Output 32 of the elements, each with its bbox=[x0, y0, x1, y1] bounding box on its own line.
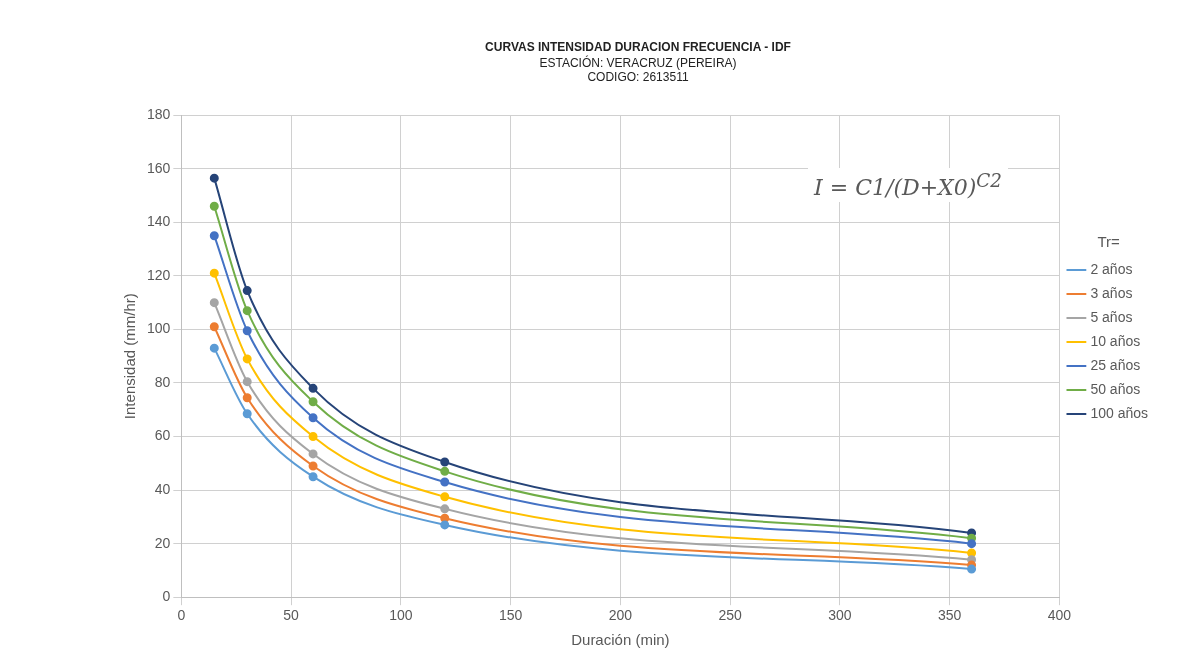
x-tick-label: 200 bbox=[608, 607, 633, 624]
x-tick-label: 250 bbox=[718, 607, 743, 624]
legend-label: 100 años bbox=[1090, 404, 1148, 421]
annotation: I = C1/(D+X0)$^{C2}$ bbox=[808, 168, 1008, 203]
y-tick-label: 180 bbox=[147, 106, 171, 123]
y-tick-label: 40 bbox=[154, 480, 171, 497]
x-tick-label: 100 bbox=[389, 607, 413, 624]
legend-label: 10 años bbox=[1090, 332, 1141, 349]
y-tick-label: 20 bbox=[154, 534, 171, 551]
y-tick-label: 80 bbox=[154, 373, 171, 390]
y-tick-label: 0 bbox=[162, 588, 171, 605]
x-tick-label: 400 bbox=[1047, 607, 1072, 624]
legend-label: 50 años bbox=[1090, 380, 1141, 397]
legend-label: 5 años bbox=[1090, 308, 1133, 325]
x-tick-label: 300 bbox=[828, 607, 852, 624]
y-axis-title: Intensidad (mm/hr) bbox=[121, 293, 139, 420]
x-axis-title: Duración (min) bbox=[571, 631, 670, 649]
legend-label: 2 años bbox=[1090, 260, 1133, 277]
x-tick-label: 150 bbox=[498, 607, 523, 624]
y-tick-label: 120 bbox=[147, 266, 171, 283]
x-tick-label: 0 bbox=[177, 607, 186, 624]
y-tick-label: 140 bbox=[147, 213, 171, 230]
y-tick-label: 160 bbox=[147, 159, 171, 176]
legend-label: 25 años bbox=[1090, 356, 1141, 373]
legend-title: Tr= bbox=[1097, 232, 1121, 250]
chart-title: CURVAS INTENSIDAD DURACION FRECUENCIA - IDF bbox=[485, 39, 791, 54]
y-tick-label: 100 bbox=[147, 320, 171, 337]
x-tick-label: 50 bbox=[283, 607, 300, 624]
x-tick-label: 350 bbox=[937, 607, 962, 624]
chart-subtitle: ESTACIÓN: VERACRUZ (PEREIRA) CODIGO: 2613511 bbox=[539, 54, 737, 85]
y-tick-label: 60 bbox=[154, 427, 171, 444]
legend-label: 3 años bbox=[1090, 284, 1133, 301]
